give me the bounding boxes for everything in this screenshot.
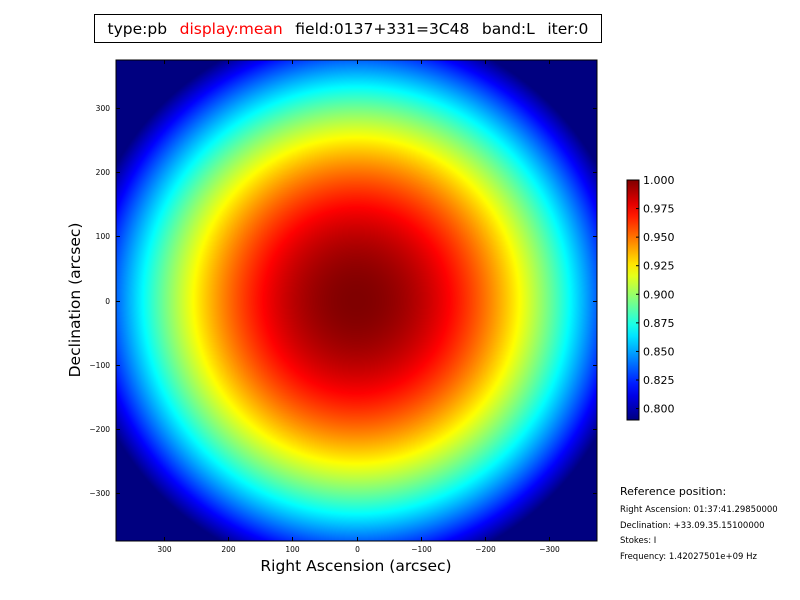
x-axis-ticks: 300 200 100 0 −100 −200 −300 — [157, 60, 560, 554]
y-tick-label: −200 — [89, 425, 110, 434]
x-axis-label: Right Ascension (arcsec) — [260, 557, 451, 575]
colorbar-tick-label: 0.850 — [643, 345, 675, 358]
x-tick-label: −100 — [411, 545, 432, 554]
title-type: type:pb — [107, 19, 168, 38]
colorbar-tick-label: 1.000 — [643, 174, 675, 187]
colorbar-tick-label: 0.825 — [643, 374, 675, 387]
title-iter: iter:0 — [547, 19, 589, 38]
x-tick-label: −300 — [539, 545, 560, 554]
y-tick-label: 300 — [96, 104, 111, 113]
colorbar-tick-label: 0.875 — [643, 317, 675, 330]
x-tick-label: 300 — [157, 545, 172, 554]
y-axis-ticks: 300 200 100 0 −100 −200 −300 — [89, 104, 597, 498]
colorbar-fill — [627, 180, 639, 420]
colorbar-tick-label: 0.900 — [643, 288, 675, 301]
x-tick-label: 200 — [221, 545, 236, 554]
y-tick-label: 100 — [96, 232, 111, 241]
x-tick-label: −200 — [475, 545, 496, 554]
colorbar-frame — [626, 179, 640, 421]
x-tick-label: 0 — [355, 545, 360, 554]
reference-ra: Right Ascension: 01:37:41.29850000 — [620, 505, 778, 515]
heatmap-container — [116, 60, 597, 541]
colorbar-tick-label: 0.950 — [643, 231, 675, 244]
heatmap-image — [116, 60, 597, 541]
x-tick-label: 100 — [285, 545, 300, 554]
colorbar-ticks: 1.000 0.975 0.950 0.925 0.900 0.875 0.850 0.825… — [636, 174, 675, 416]
colorbar-tick-label: 0.800 — [643, 403, 675, 416]
y-tick-label: 200 — [96, 168, 111, 177]
colorbar-tick-label: 0.925 — [643, 260, 675, 273]
title-display: display:mean — [179, 19, 283, 38]
y-tick-label: −300 — [89, 489, 110, 498]
title-band: band:L — [481, 19, 535, 38]
y-tick-label: −100 — [89, 361, 110, 370]
reference-position-panel: Reference position: Right Ascension: 01:… — [620, 485, 778, 565]
y-tick-label: 0 — [105, 297, 110, 306]
plot-area: 300 200 100 0 −100 −200 −300 300 200 100 0 −100 −20… — [66, 59, 598, 575]
reference-dec: Declination: +33.09.35.15100000 — [620, 520, 765, 531]
plot-frame — [115, 59, 598, 542]
colorbar-tick-label: 0.975 — [643, 203, 675, 216]
plot-title-bar: type:pb display:mean field:0137+331=3C48… — [94, 14, 602, 43]
colorbar: 1.000 0.975 0.950 0.925 0.900 0.875 0.850 0.825… — [626, 174, 675, 421]
reference-stokes: Stokes: I — [620, 536, 657, 546]
reference-frequency: Frequency: 1.42027501e+09 Hz — [620, 551, 757, 562]
reference-position-title: Reference position: — [620, 485, 727, 498]
title-field: field:0137+331=3C48 — [295, 19, 470, 38]
y-axis-label: Declination (arcsec) — [66, 223, 84, 378]
